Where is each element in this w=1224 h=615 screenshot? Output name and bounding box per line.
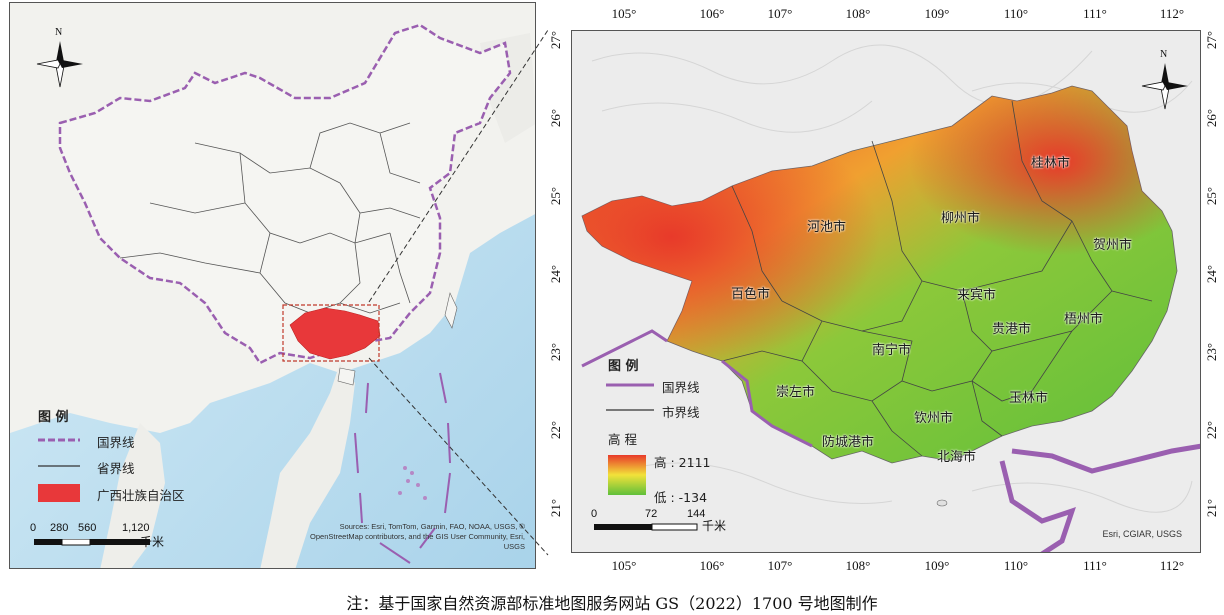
city-label-guilin: 桂林市 <box>1031 156 1071 171</box>
right-legend-title: 图 例 <box>608 359 639 374</box>
right-scale-tick-0: 0 <box>591 508 598 520</box>
guangxi-dem <box>572 31 1200 552</box>
right-legend-city-boundary: 市界线 <box>662 405 700 420</box>
scale-tick-1: 280 <box>50 522 69 534</box>
city-label-beihai: 北海市 <box>937 450 977 465</box>
right-scale-tick-2: 144 <box>687 508 706 520</box>
city-label-nanning: 南宁市 <box>872 343 912 358</box>
lat-tick-right-22: 22° <box>1204 420 1220 440</box>
city-label-laibin: 来宾市 <box>957 288 997 303</box>
scale-tick-2: 560 <box>78 522 97 534</box>
lat-tick-right-27: 27° <box>1204 30 1220 50</box>
credits-line-3: USGS <box>503 542 525 551</box>
china-basemap <box>10 3 535 568</box>
lon-tick-top-105: 105° <box>611 6 637 21</box>
lon-tick-bottom-105: 105° <box>611 558 637 573</box>
credits-line-1: Sources: Esri, TomTom, Garmin, FAO, NOAA… <box>339 522 525 531</box>
lat-tick-right-23: 23° <box>1204 342 1220 362</box>
city-label-fangchenggang: 防城港市 <box>822 435 875 450</box>
left-credits: Sources: Esri, TomTom, Garmin, FAO, NOAA… <box>280 522 525 552</box>
city-label-chongzuo: 崇左市 <box>776 385 816 400</box>
legend-item-guangxi: 广西壮族自治区 <box>97 488 185 503</box>
lat-tick-right-25: 25° <box>1204 186 1220 206</box>
legend-item-national-boundary: 国界线 <box>97 435 135 450</box>
figure-caption: 注：基于国家自然资源部标准地图服务网站 GS（2022）1700 号地图制作 <box>346 594 878 613</box>
lon-tick-bottom-112: 112° <box>1159 558 1185 573</box>
lat-tick-right-26: 26° <box>1204 108 1220 128</box>
compass-icon <box>36 41 83 88</box>
china-overview-map: N 图 例 国界线 省界线 广西壮族自治区 0 280 560 1,120 千米 <box>9 2 536 569</box>
city-label-yulin: 玉林市 <box>1009 391 1049 406</box>
city-label-qinzhou: 钦州市 <box>914 411 954 426</box>
lon-tick-bottom-109: 109° <box>924 558 950 573</box>
lat-tick-left-25: 25° <box>548 186 564 206</box>
scale-tick-3: 1,120 <box>122 522 150 534</box>
guangxi-fill-symbol <box>38 484 80 502</box>
lat-tick-right-21: 21° <box>1204 498 1220 518</box>
city-label-baise: 百色市 <box>731 287 771 302</box>
lon-tick-top-108: 108° <box>845 6 871 21</box>
right-legend-national-boundary: 国界线 <box>662 380 700 395</box>
city-label-hezhou: 贺州市 <box>1093 238 1133 253</box>
legend-title: 图 例 <box>38 410 69 425</box>
elevation-legend-bar <box>608 455 646 495</box>
compass-icon <box>1141 63 1188 110</box>
city-label-liuzhou: 柳州市 <box>941 211 981 226</box>
guangxi-elevation-map: N 桂林市 柳州市 河池市 贺州市 百色市 来宾市 贵港市 梧州市 南宁市 崇左… <box>571 30 1201 553</box>
scale-unit: 千米 <box>140 535 165 549</box>
lat-tick-left-27: 27° <box>548 30 564 50</box>
lat-tick-left-21: 21° <box>548 498 564 518</box>
lat-tick-right-24: 24° <box>1204 264 1220 284</box>
elevation-legend-low: 低 : -134 <box>654 490 708 505</box>
lon-tick-top-112: 112° <box>1159 6 1185 21</box>
north-label: N <box>55 27 63 38</box>
scale-bar-graphic <box>34 539 150 546</box>
guangxi-highlight <box>289 307 381 360</box>
city-label-wuzhou: 梧州市 <box>1064 312 1104 327</box>
lon-tick-top-106: 106° <box>699 6 725 21</box>
city-label-hechi: 河池市 <box>807 220 847 235</box>
lon-tick-bottom-106: 106° <box>699 558 725 573</box>
right-credits: Esri, CGIAR, USGS <box>1102 529 1182 539</box>
lon-tick-bottom-108: 108° <box>845 558 871 573</box>
lon-tick-bottom-110: 110° <box>1003 558 1029 573</box>
legend-item-provincial-boundary: 省界线 <box>97 461 135 476</box>
lat-tick-left-22: 22° <box>548 420 564 440</box>
north-label-right: N <box>1160 49 1168 60</box>
right-scale-tick-1: 72 <box>645 508 658 520</box>
lon-tick-top-109: 109° <box>924 6 950 21</box>
right-scale-unit: 千米 <box>702 519 727 533</box>
lon-tick-top-110: 110° <box>1003 6 1029 21</box>
elevation-legend-title: 高 程 <box>608 432 637 447</box>
lat-tick-left-23: 23° <box>548 342 564 362</box>
scale-tick-0: 0 <box>30 522 37 534</box>
lat-tick-left-24: 24° <box>548 264 564 284</box>
lon-tick-bottom-107: 107° <box>767 558 793 573</box>
legend-symbols <box>38 438 80 502</box>
lat-tick-left-26: 26° <box>548 108 564 128</box>
elevation-legend-high: 高 : 2111 <box>654 455 711 470</box>
lon-tick-top-107: 107° <box>767 6 793 21</box>
lon-tick-top-111: 111° <box>1083 6 1107 21</box>
city-label-guigang: 贵港市 <box>992 322 1032 337</box>
lon-tick-bottom-111: 111° <box>1083 558 1107 573</box>
credits-line-2: OpenStreetMap contributors, and the GIS … <box>310 532 525 541</box>
